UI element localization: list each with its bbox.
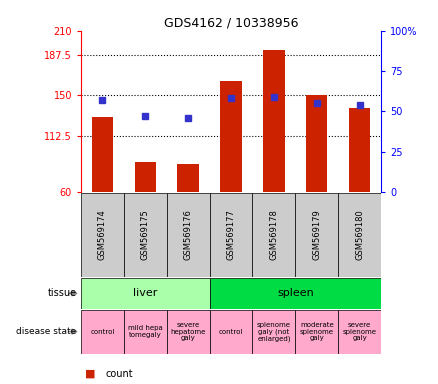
- Text: moderate
splenome
galy: moderate splenome galy: [300, 322, 334, 341]
- Bar: [210, 193, 252, 277]
- Bar: [167, 193, 210, 277]
- Bar: [306, 95, 328, 192]
- Bar: [252, 310, 295, 354]
- Bar: [134, 162, 156, 192]
- Bar: [338, 193, 381, 277]
- Bar: [210, 310, 252, 354]
- Bar: [177, 164, 199, 192]
- Bar: [124, 193, 167, 277]
- Bar: [81, 310, 124, 354]
- Text: GSM569178: GSM569178: [269, 210, 279, 260]
- Bar: [252, 193, 295, 277]
- Text: GSM569176: GSM569176: [184, 210, 193, 260]
- Text: severe
hepatome
galy: severe hepatome galy: [170, 322, 206, 341]
- Bar: [210, 278, 381, 309]
- Text: GSM569174: GSM569174: [98, 210, 107, 260]
- Bar: [295, 193, 338, 277]
- Text: liver: liver: [133, 288, 158, 298]
- Text: mild hepa
tomegaly: mild hepa tomegaly: [128, 325, 162, 338]
- Text: GSM569177: GSM569177: [226, 210, 236, 260]
- Bar: [167, 310, 210, 354]
- Text: GSM569180: GSM569180: [355, 210, 364, 260]
- Bar: [92, 117, 113, 192]
- Text: control: control: [90, 329, 115, 334]
- Text: tissue: tissue: [48, 288, 77, 298]
- Text: spleen: spleen: [277, 288, 314, 298]
- Text: disease state: disease state: [16, 327, 77, 336]
- Bar: [295, 310, 338, 354]
- Bar: [124, 310, 167, 354]
- Bar: [349, 108, 371, 192]
- Bar: [338, 310, 381, 354]
- Text: splenome
galy (not
enlarged): splenome galy (not enlarged): [257, 321, 291, 342]
- Bar: [220, 81, 242, 192]
- Text: severe
splenome
galy: severe splenome galy: [343, 322, 377, 341]
- Bar: [263, 50, 285, 192]
- Title: GDS4162 / 10338956: GDS4162 / 10338956: [164, 17, 298, 30]
- Text: GSM569175: GSM569175: [141, 210, 150, 260]
- Bar: [81, 278, 210, 309]
- Text: ■: ■: [85, 369, 96, 379]
- Text: GSM569179: GSM569179: [312, 210, 321, 260]
- Text: control: control: [219, 329, 243, 334]
- Text: count: count: [105, 369, 133, 379]
- Bar: [81, 193, 124, 277]
